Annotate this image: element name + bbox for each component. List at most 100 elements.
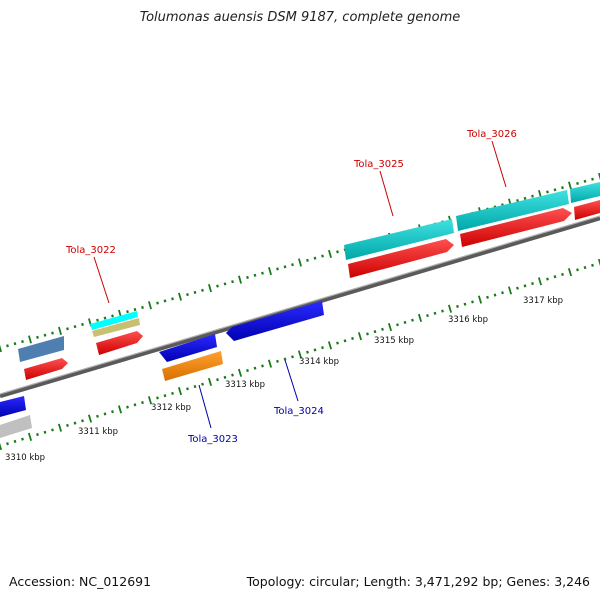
minor-tick (66, 327, 69, 331)
major-tick (267, 359, 273, 368)
gene-arrow[interactable] (0, 396, 26, 417)
minor-tick (126, 310, 129, 314)
minor-tick (321, 346, 324, 350)
minor-tick (306, 350, 309, 354)
minor-tick (336, 341, 339, 345)
minor-tick (163, 394, 167, 398)
minor-tick (523, 284, 527, 288)
minor-tick (21, 340, 24, 344)
minor-tick (171, 391, 174, 395)
minor-tick (51, 331, 54, 335)
gene-label-group: Tola_3022 Tola_3023 Tola_3024 Tola_3025 … (65, 129, 517, 445)
minor-tick (216, 378, 219, 382)
minor-tick (6, 344, 9, 348)
major-tick (57, 423, 63, 432)
gene-feature-cyan[interactable] (90, 311, 138, 330)
minor-tick (111, 410, 114, 414)
minor-tick (553, 188, 557, 192)
minor-tick (433, 311, 437, 315)
major-tick (58, 326, 62, 335)
minor-tick (193, 384, 197, 389)
gene-feature[interactable] (18, 336, 64, 362)
genome-summary-text: Topology: circular; Length: 3,471,292 bp… (246, 574, 590, 589)
major-tick (357, 332, 363, 341)
major-tick (567, 268, 573, 277)
reverse-tick-track (0, 258, 600, 451)
minor-tick (523, 196, 527, 200)
label-leaders (93, 140, 507, 429)
minor-tick (493, 293, 497, 297)
minor-tick (321, 254, 324, 258)
gene-label[interactable]: Tola_3024 (273, 406, 324, 417)
minor-tick (591, 263, 594, 267)
cds-arrow[interactable] (24, 358, 68, 380)
major-tick (537, 277, 543, 286)
minor-tick (381, 327, 384, 331)
minor-tick (223, 375, 227, 379)
minor-tick (133, 403, 137, 407)
minor-tick (43, 430, 47, 434)
major-tick (87, 414, 93, 423)
minor-tick (96, 318, 99, 322)
gene-label[interactable]: Tola_3025 (353, 159, 404, 170)
minor-tick (561, 272, 564, 277)
minor-tick (516, 198, 519, 203)
minor-tick (553, 275, 557, 279)
major-tick (208, 284, 212, 293)
cds-arrow-tola-3025[interactable] (348, 239, 454, 278)
minor-tick (396, 323, 399, 327)
major-tick (238, 275, 242, 284)
minor-tick (546, 190, 549, 194)
gene-label[interactable]: Tola_3023 (187, 434, 238, 445)
gene-label[interactable]: Tola_3022 (65, 245, 116, 256)
major-tick (477, 295, 483, 304)
minor-tick (583, 266, 587, 270)
cds-feature-tola-3023[interactable] (162, 351, 223, 381)
major-tick (0, 442, 3, 451)
minor-tick (306, 258, 309, 262)
minor-tick (463, 302, 467, 306)
minor-tick (471, 300, 474, 304)
major-tick (147, 396, 153, 405)
major-tick (447, 304, 453, 313)
cds-arrow-tola-3022[interactable] (96, 331, 143, 355)
minor-tick (456, 304, 459, 309)
major-tick (298, 258, 302, 267)
gene-arrow-tola-3024[interactable] (226, 301, 324, 341)
minor-tick (81, 419, 84, 423)
gene-feature-grey[interactable] (0, 415, 32, 438)
major-tick (27, 432, 33, 441)
major-tick (327, 341, 333, 350)
minor-tick (441, 309, 444, 313)
minor-tick (246, 368, 249, 373)
major-tick (28, 335, 32, 344)
gene-feature-tola-3025[interactable] (344, 219, 454, 260)
gene-feature[interactable] (570, 182, 600, 203)
gene-arrow-tola-3023[interactable] (159, 334, 217, 362)
cds-arrow[interactable] (574, 200, 600, 220)
cds-arrow-tola-3026[interactable] (460, 208, 572, 247)
minor-tick (73, 421, 77, 425)
minor-tick (291, 263, 294, 267)
gene-feature-khaki[interactable] (92, 318, 140, 337)
minor-tick (531, 194, 534, 198)
minor-tick (133, 307, 137, 312)
minor-tick (546, 277, 549, 281)
minor-tick (36, 335, 39, 339)
scale-label: 3312 kbp (151, 403, 191, 413)
minor-tick (201, 382, 204, 386)
major-tick (177, 387, 183, 396)
minor-tick (43, 333, 47, 337)
gene-label[interactable]: Tola_3026 (466, 129, 517, 140)
gene-feature-tola-3026[interactable] (456, 190, 569, 231)
minor-tick (186, 293, 189, 297)
major-tick (237, 368, 243, 377)
minor-tick (313, 256, 317, 260)
minor-tick (36, 432, 39, 437)
minor-tick (103, 412, 107, 416)
major-tick (268, 266, 272, 276)
major-tick (297, 350, 303, 359)
minor-tick (126, 405, 129, 409)
minor-tick (171, 297, 174, 301)
minor-tick (96, 414, 99, 418)
